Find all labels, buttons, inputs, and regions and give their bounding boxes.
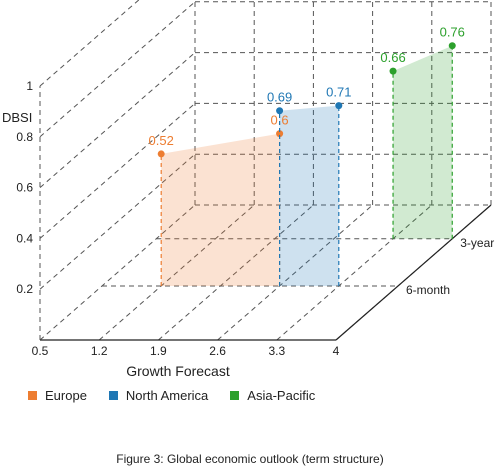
- series-area: [279, 105, 339, 286]
- legend-label: Europe: [45, 388, 87, 403]
- tick-labels: 0.5 1.2 1.9 2.6 3.3 4 0.2 0.4 0.6 0.8 1 6-month 3-ye…: [16, 79, 494, 358]
- series-marks: 0.52 0.6 0.69 0.71 0.66 0.76: [149, 25, 465, 286]
- data-point: [335, 102, 343, 110]
- y-tick-label: 0.2: [16, 282, 33, 296]
- data-point: [276, 107, 284, 115]
- legend-item: Asia-Pacific: [230, 388, 315, 403]
- y-axis-title: DBSI: [2, 110, 32, 125]
- y-tick-label: 1: [26, 79, 33, 93]
- x-tick-label: 1.9: [150, 344, 167, 358]
- legend-swatch: [108, 391, 118, 400]
- x-tick-label: 0.5: [32, 344, 49, 358]
- gridline: [39, 52, 196, 188]
- legend-swatch: [230, 391, 240, 400]
- gridline: [39, 204, 196, 341]
- gridline: [39, 103, 196, 239]
- legend-item: Europe: [28, 388, 87, 403]
- data-label: 0.71: [326, 85, 351, 100]
- data-label: 0.52: [149, 133, 174, 148]
- z-tick-label: 6-month: [406, 283, 450, 297]
- legend-label: Asia-Pacific: [247, 388, 316, 403]
- y-tick-label: 0.6: [16, 181, 33, 195]
- gridline: [158, 204, 314, 341]
- legend: Europe North America Asia-Pacific: [28, 388, 315, 403]
- x-tick-label: 2.6: [209, 344, 226, 358]
- data-label: 0.6: [271, 113, 289, 128]
- z-axis-line: [335, 204, 492, 341]
- x-tick-label: 4: [333, 344, 340, 358]
- data-label: 0.66: [380, 50, 405, 65]
- gridline: [39, 153, 196, 290]
- y-tick-label: 0.8: [16, 130, 33, 144]
- legend-item: North America: [108, 388, 209, 403]
- data-point: [389, 67, 397, 75]
- data-label: 0.69: [267, 90, 292, 105]
- data-point: [157, 150, 165, 158]
- grid: [39, 0, 492, 341]
- x-axis-title: Growth Forecast: [126, 363, 230, 379]
- series-areas: [161, 45, 453, 286]
- z-tick-label: 3-year: [460, 236, 494, 250]
- gridline: [98, 204, 255, 341]
- x-tick-label: 1.2: [91, 344, 108, 358]
- data-point: [448, 42, 456, 50]
- series-area: [393, 45, 453, 239]
- figure-caption: Figure 3: Global economic outlook (term …: [116, 452, 384, 466]
- data-label: 0.76: [440, 25, 465, 40]
- gridline: [39, 0, 140, 87]
- gridline: [276, 204, 433, 341]
- gridline: [39, 1, 196, 138]
- series-area: [161, 133, 280, 286]
- legend-swatch: [28, 391, 37, 400]
- data-point: [276, 130, 284, 138]
- gridline: [217, 204, 373, 341]
- y-tick-label: 0.4: [16, 231, 33, 245]
- x-tick-label: 3.3: [268, 344, 285, 358]
- legend-label: North America: [125, 388, 209, 403]
